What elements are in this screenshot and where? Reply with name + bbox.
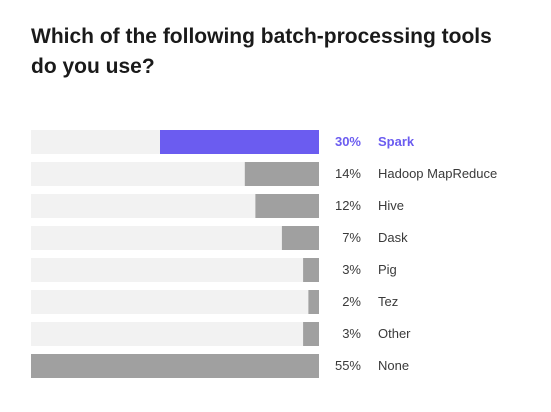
bar xyxy=(255,194,319,218)
value-label: 12% xyxy=(335,198,361,213)
bar-track xyxy=(31,322,319,346)
bar xyxy=(303,322,319,346)
value-label: 55% xyxy=(335,358,361,373)
bar xyxy=(160,130,319,154)
bar xyxy=(244,162,319,186)
bar xyxy=(308,290,319,314)
value-label: 2% xyxy=(342,294,361,309)
category-label: None xyxy=(378,358,409,373)
category-label: Pig xyxy=(378,262,397,277)
category-label: Other xyxy=(378,326,411,341)
category-label: Tez xyxy=(378,294,398,309)
value-label: 3% xyxy=(342,326,361,341)
bar xyxy=(303,258,319,282)
category-label: Spark xyxy=(378,134,415,149)
bar-track xyxy=(31,290,319,314)
category-label: Hadoop MapReduce xyxy=(378,166,497,181)
bar-track xyxy=(31,226,319,250)
bar xyxy=(31,354,319,378)
chart-title: Which of the following batch-processing … xyxy=(31,25,492,78)
category-label: Dask xyxy=(378,230,408,245)
category-label: Hive xyxy=(378,198,404,213)
value-label: 3% xyxy=(342,262,361,277)
value-label: 30% xyxy=(335,134,361,149)
value-label: 14% xyxy=(335,166,361,181)
value-label: 7% xyxy=(342,230,361,245)
bar-track xyxy=(31,258,319,282)
bar xyxy=(281,226,319,250)
